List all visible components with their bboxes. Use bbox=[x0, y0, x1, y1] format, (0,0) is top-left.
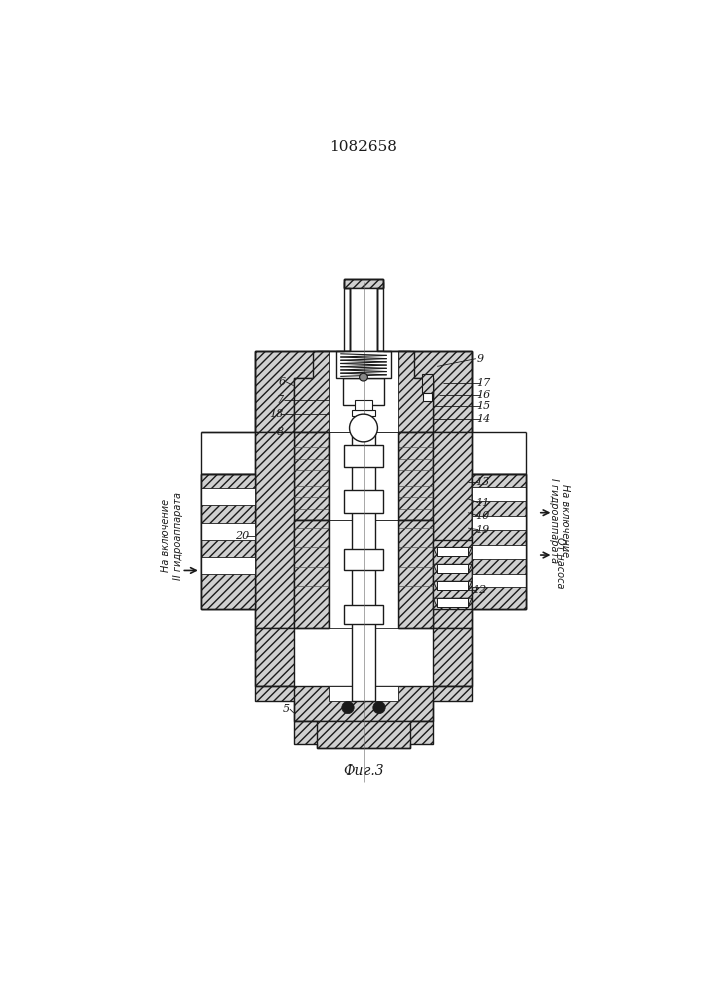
Bar bbox=[351, 351, 377, 378]
Text: 13: 13 bbox=[475, 477, 489, 487]
Bar bbox=[437, 564, 468, 573]
Bar bbox=[344, 605, 383, 624]
Polygon shape bbox=[433, 628, 472, 686]
Text: 10: 10 bbox=[475, 511, 489, 521]
Bar bbox=[201, 488, 255, 505]
Text: 18: 18 bbox=[269, 409, 283, 419]
Polygon shape bbox=[293, 432, 329, 520]
Circle shape bbox=[341, 701, 354, 714]
Polygon shape bbox=[255, 432, 293, 628]
Bar bbox=[437, 581, 468, 590]
Bar bbox=[421, 374, 433, 393]
Bar bbox=[337, 351, 391, 378]
Bar bbox=[344, 445, 383, 466]
Circle shape bbox=[349, 414, 378, 442]
Polygon shape bbox=[201, 474, 255, 609]
Polygon shape bbox=[433, 432, 472, 628]
Circle shape bbox=[360, 373, 368, 381]
Text: 6: 6 bbox=[279, 377, 286, 387]
Text: 12: 12 bbox=[472, 585, 487, 595]
Bar bbox=[472, 545, 526, 559]
Polygon shape bbox=[472, 474, 526, 609]
Bar bbox=[352, 424, 375, 701]
Polygon shape bbox=[317, 351, 410, 378]
Bar bbox=[329, 520, 398, 628]
Polygon shape bbox=[433, 564, 472, 573]
Bar bbox=[201, 557, 255, 574]
Bar bbox=[329, 432, 398, 520]
Text: 5: 5 bbox=[282, 704, 290, 714]
Text: 19: 19 bbox=[475, 525, 489, 535]
Text: 11: 11 bbox=[475, 498, 489, 508]
Polygon shape bbox=[433, 581, 472, 590]
Polygon shape bbox=[255, 686, 472, 721]
Text: На включение
I гидроаппарата: На включение I гидроаппарата bbox=[549, 478, 571, 563]
Text: 9: 9 bbox=[477, 354, 484, 364]
Bar bbox=[437, 598, 468, 607]
Bar bbox=[423, 393, 432, 401]
Bar bbox=[343, 378, 385, 405]
Text: 1082658: 1082658 bbox=[329, 140, 397, 154]
Polygon shape bbox=[398, 432, 433, 520]
Text: 14: 14 bbox=[477, 414, 491, 424]
Bar bbox=[472, 516, 526, 530]
Bar bbox=[472, 487, 526, 501]
Polygon shape bbox=[293, 721, 433, 748]
Bar bbox=[344, 279, 383, 288]
Polygon shape bbox=[255, 628, 293, 686]
Text: 20: 20 bbox=[235, 531, 249, 541]
Text: Фиг.3: Фиг.3 bbox=[343, 764, 384, 778]
Polygon shape bbox=[433, 540, 472, 609]
Polygon shape bbox=[472, 474, 526, 609]
Polygon shape bbox=[255, 351, 329, 432]
Bar bbox=[472, 574, 526, 587]
Polygon shape bbox=[398, 351, 472, 432]
Text: От насоса: От насоса bbox=[554, 537, 565, 588]
Text: 16: 16 bbox=[477, 390, 491, 400]
Circle shape bbox=[373, 701, 385, 714]
Polygon shape bbox=[433, 547, 472, 556]
Bar bbox=[344, 549, 383, 570]
Bar bbox=[352, 410, 375, 416]
Bar bbox=[329, 351, 398, 432]
Bar bbox=[344, 282, 383, 351]
Text: 7: 7 bbox=[277, 395, 284, 405]
Bar bbox=[437, 547, 468, 556]
Text: 17: 17 bbox=[477, 378, 491, 388]
Polygon shape bbox=[293, 351, 433, 432]
Polygon shape bbox=[433, 598, 472, 607]
Text: 8: 8 bbox=[277, 427, 284, 437]
Bar bbox=[351, 288, 377, 351]
Bar bbox=[355, 400, 372, 410]
Bar bbox=[329, 686, 398, 701]
Polygon shape bbox=[293, 520, 329, 628]
Text: На включение
II гидроаппарата: На включение II гидроаппарата bbox=[161, 492, 183, 580]
Polygon shape bbox=[398, 520, 433, 628]
Bar bbox=[344, 490, 383, 513]
Bar bbox=[201, 523, 255, 540]
Text: 15: 15 bbox=[477, 401, 491, 411]
Polygon shape bbox=[201, 474, 255, 609]
